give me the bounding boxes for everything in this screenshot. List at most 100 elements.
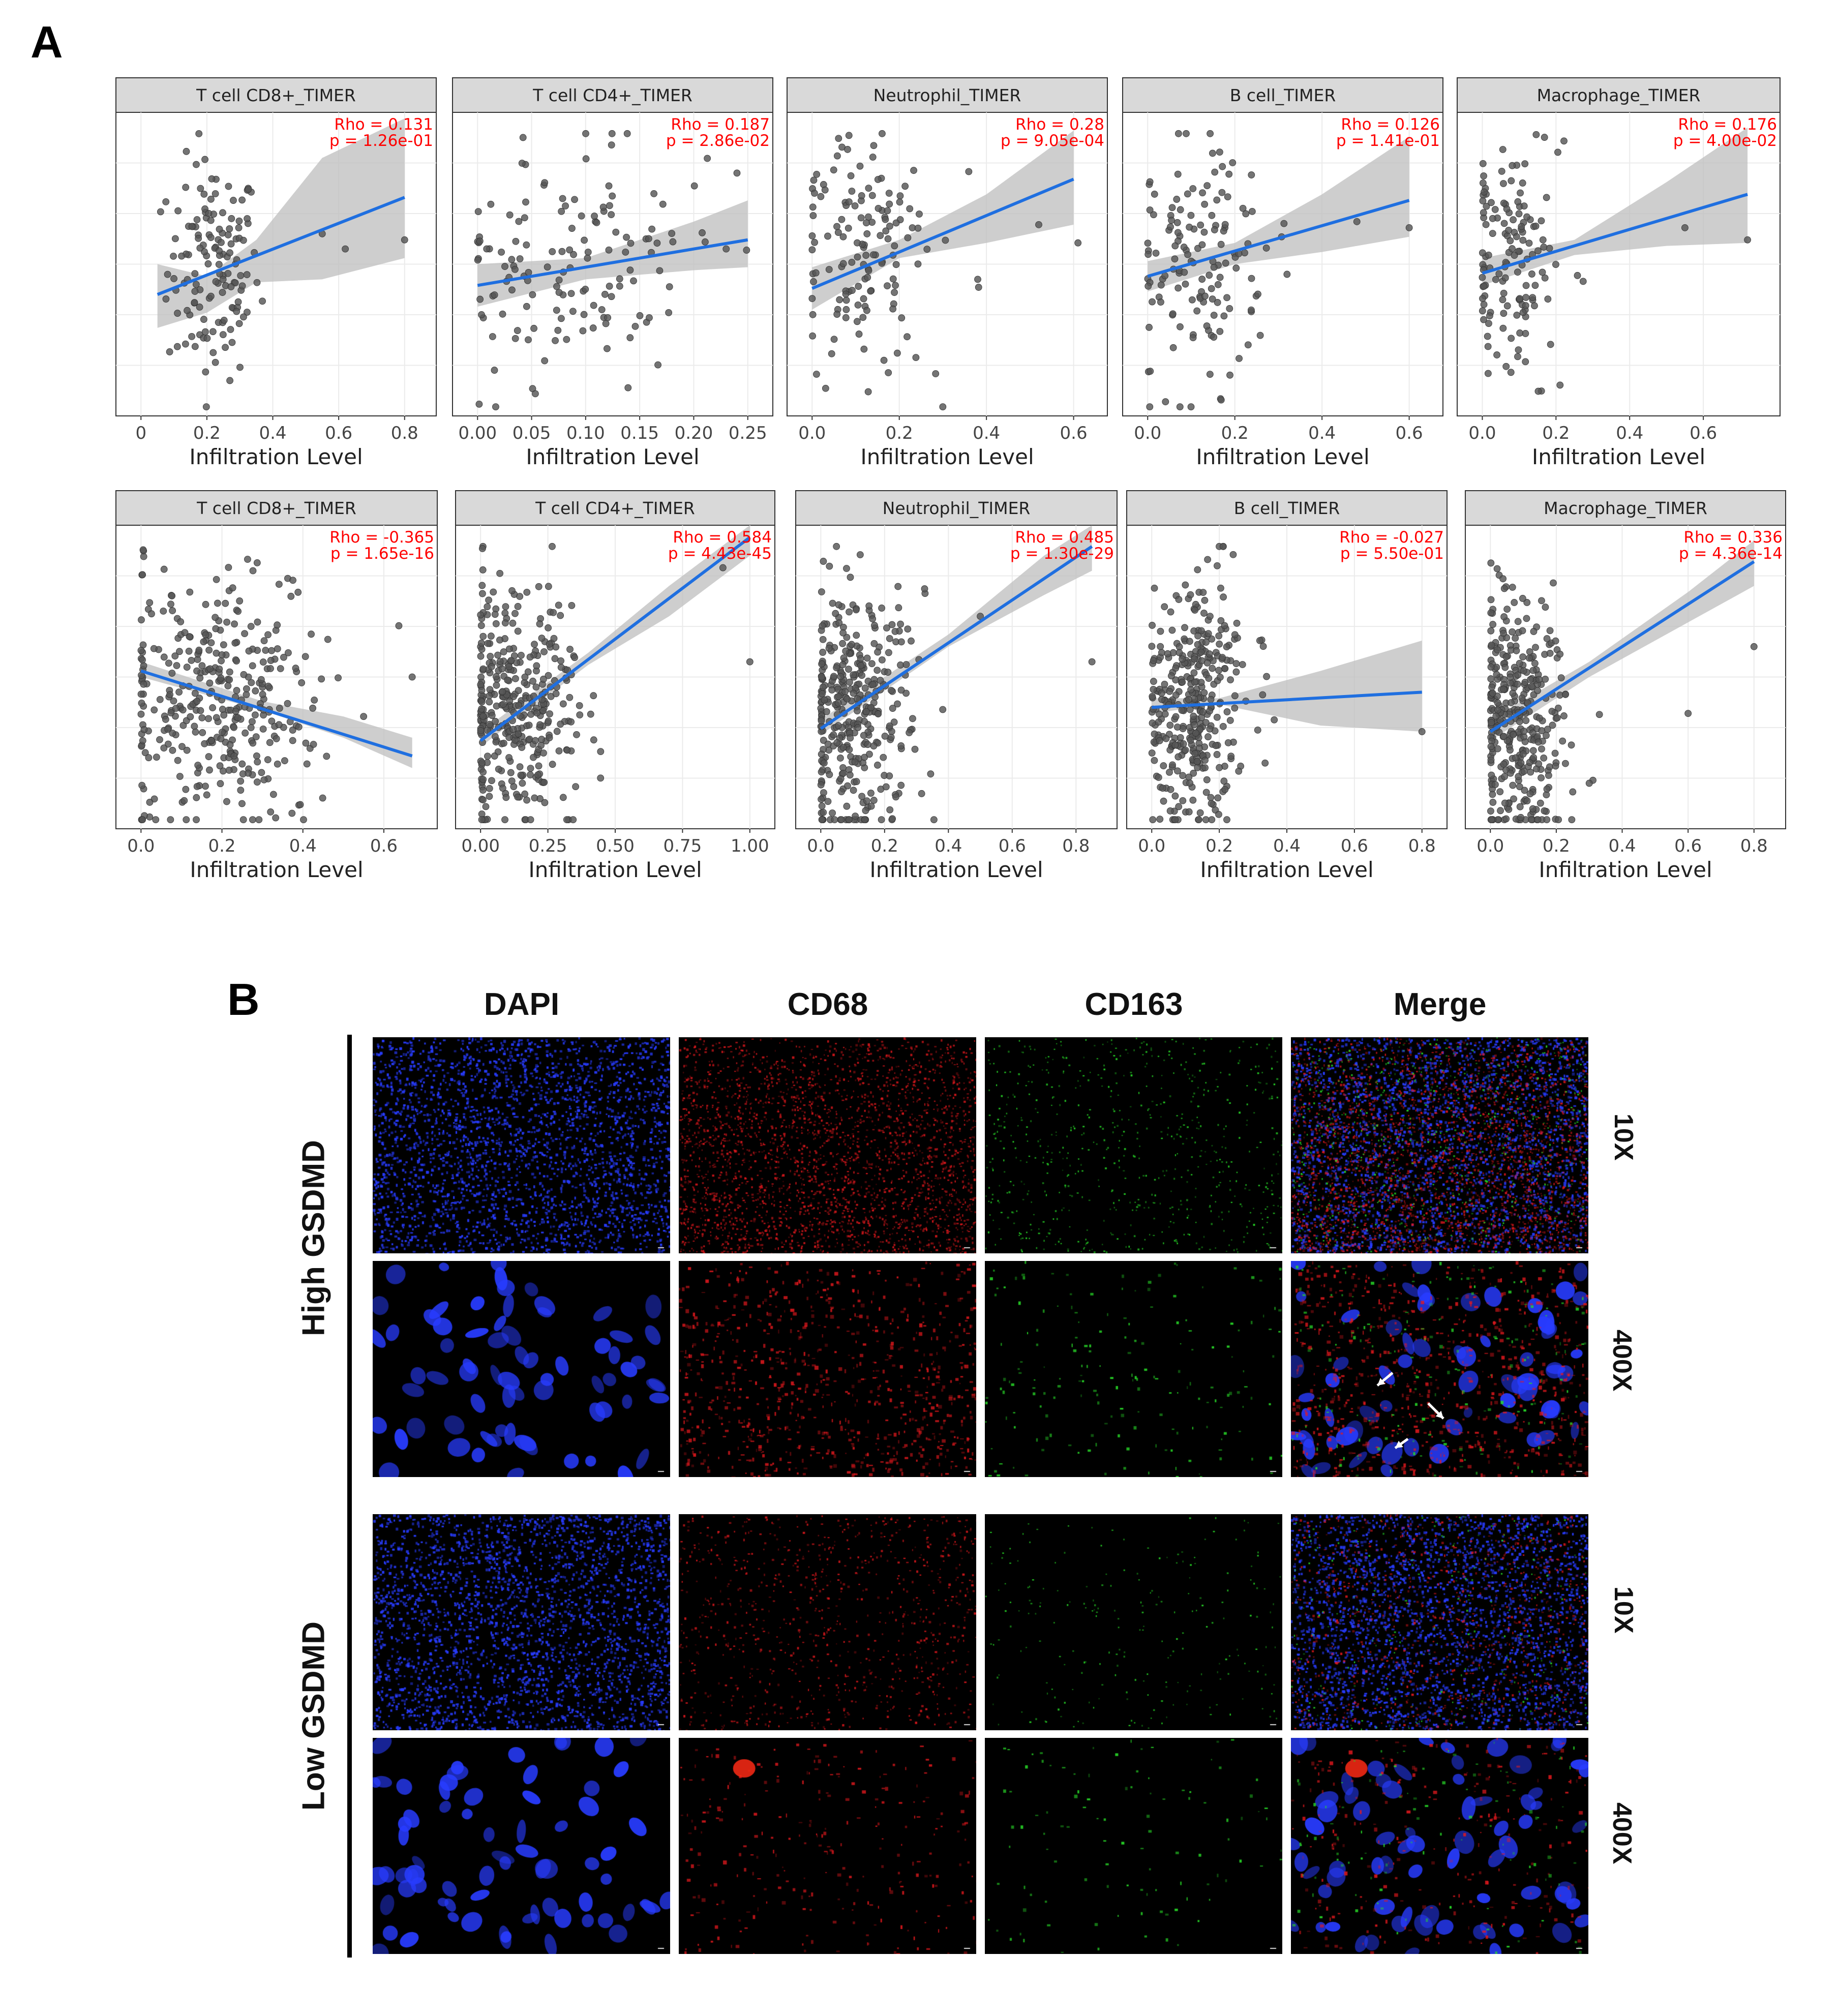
rho-label: Rho = 0.126 xyxy=(1341,115,1440,134)
data-point xyxy=(1499,296,1506,304)
data-point xyxy=(201,156,208,163)
data-point xyxy=(1172,665,1180,672)
data-point xyxy=(1550,579,1557,587)
data-point xyxy=(342,245,349,253)
data-point xyxy=(552,643,560,651)
data-point xyxy=(1579,278,1587,285)
data-point xyxy=(169,607,176,614)
x-axis-label: Infiltration Level xyxy=(1196,444,1369,469)
data-point xyxy=(1147,368,1154,375)
data-point xyxy=(1199,589,1207,596)
data-point xyxy=(1510,795,1517,803)
data-point xyxy=(541,357,549,365)
data-point xyxy=(486,686,494,694)
data-point xyxy=(208,175,216,183)
data-point xyxy=(1532,222,1540,230)
data-point xyxy=(526,653,534,661)
data-point xyxy=(162,198,170,205)
data-point xyxy=(488,663,495,671)
data-point xyxy=(1502,815,1510,823)
data-point xyxy=(846,771,854,779)
data-point xyxy=(722,245,730,253)
data-point xyxy=(1485,320,1492,327)
x-tick-label: 0.0 xyxy=(807,836,834,856)
data-point xyxy=(888,621,896,628)
data-point xyxy=(1241,249,1248,257)
data-point xyxy=(889,275,897,283)
data-point xyxy=(222,599,229,607)
data-point xyxy=(854,707,861,715)
data-point xyxy=(1486,312,1493,320)
data-point xyxy=(1489,215,1496,222)
data-point xyxy=(545,583,552,590)
data-point xyxy=(545,672,552,679)
data-point xyxy=(233,657,240,665)
data-point xyxy=(533,709,541,717)
data-point xyxy=(1223,816,1230,823)
data-point xyxy=(228,215,235,222)
data-point xyxy=(824,232,831,240)
data-point xyxy=(521,214,528,222)
data-point xyxy=(138,781,146,789)
data-point xyxy=(1530,754,1538,761)
data-point xyxy=(1497,807,1504,815)
x-tick-label: 0.4 xyxy=(1308,423,1336,443)
data-point xyxy=(276,705,283,712)
data-point xyxy=(230,752,238,760)
data-point xyxy=(1545,772,1552,779)
data-point xyxy=(861,684,869,692)
data-point xyxy=(1552,261,1559,268)
data-point xyxy=(1562,760,1569,767)
data-point xyxy=(569,308,577,315)
data-point xyxy=(1171,741,1179,749)
data-point xyxy=(1506,673,1514,681)
data-point xyxy=(140,662,147,670)
data-point xyxy=(1158,696,1165,703)
data-point xyxy=(476,237,484,245)
data-point xyxy=(865,185,872,192)
data-point xyxy=(553,307,560,314)
data-point xyxy=(608,211,615,219)
data-point xyxy=(525,269,532,276)
data-point xyxy=(878,605,886,612)
data-point xyxy=(160,744,168,752)
x-tick-label: 0.8 xyxy=(1062,836,1090,856)
data-point xyxy=(1189,796,1197,804)
data-point xyxy=(859,314,867,321)
data-point xyxy=(137,690,145,698)
data-point xyxy=(1529,747,1537,755)
data-point xyxy=(828,686,836,694)
data-point xyxy=(809,311,817,318)
data-point xyxy=(874,761,881,769)
data-point xyxy=(478,705,485,713)
x-tick-label: 0.0 xyxy=(798,423,826,443)
data-point xyxy=(295,723,303,731)
data-point xyxy=(1534,247,1542,255)
data-point xyxy=(260,637,268,644)
data-point xyxy=(598,306,606,313)
data-point xyxy=(1181,624,1188,631)
data-point xyxy=(1157,643,1164,650)
data-point xyxy=(1225,170,1233,178)
data-point xyxy=(486,793,493,800)
data-point xyxy=(844,782,851,790)
data-point xyxy=(506,211,514,219)
data-point xyxy=(817,705,825,712)
data-point xyxy=(1209,665,1216,672)
data-point xyxy=(1150,678,1157,685)
data-point xyxy=(274,760,281,768)
data-point xyxy=(499,785,506,792)
data-point xyxy=(478,590,486,597)
data-point xyxy=(230,197,237,204)
data-point xyxy=(255,816,263,823)
data-point xyxy=(252,687,259,695)
data-point xyxy=(319,794,326,802)
data-point xyxy=(201,328,209,336)
data-point xyxy=(1213,751,1221,758)
x-tick-label: 0.4 xyxy=(973,423,1000,443)
data-point xyxy=(1509,584,1516,591)
data-point xyxy=(825,266,833,273)
data-point xyxy=(311,696,318,704)
data-point xyxy=(1174,753,1182,761)
